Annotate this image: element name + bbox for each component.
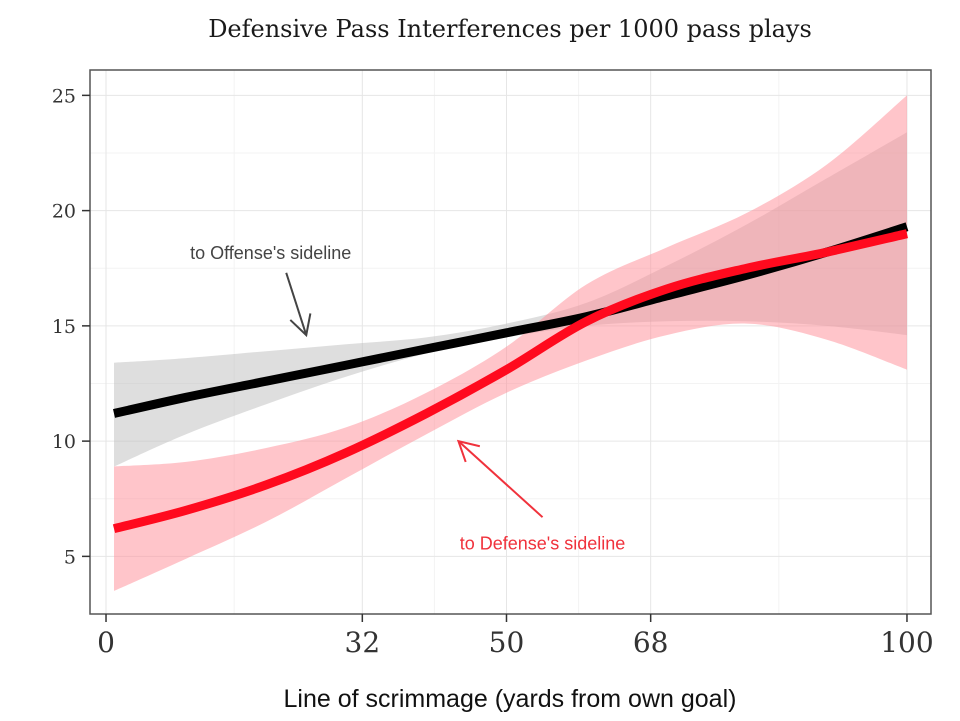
y-tick-label: 15 [52,316,76,338]
x-tick-label: 100 [880,626,933,659]
x-tick-label: 68 [633,626,669,659]
y-tick-label: 10 [52,431,76,453]
chart-title: Defensive Pass Interferences per 1000 pa… [208,15,812,43]
annotation-arrow-shaft [285,272,308,336]
plot-area: to Offense's sideline to Defense's sideli… [52,69,934,659]
x-tick-label: 50 [489,626,525,659]
plot-panel-border [89,69,932,615]
y-tick-label: 25 [52,85,76,107]
confidence-band-0 [114,132,907,467]
series-line-1 [112,229,908,534]
annotation-label: to Offense's sideline [190,243,351,263]
y-tick-label: 5 [64,546,76,568]
annotation-arrow-head [456,439,481,463]
annotation-arrow-head [289,313,312,338]
series-line-0 [113,222,909,418]
x-tick-label: 32 [345,626,381,659]
y-tick-label: 20 [52,201,76,223]
x-axis-label: Line of scrimmage (yards from own goal) [284,685,737,713]
annotation-arrow-shaft [457,440,544,518]
x-tick-label: 0 [97,626,115,659]
annotation-label: to Defense's sideline [460,533,626,553]
